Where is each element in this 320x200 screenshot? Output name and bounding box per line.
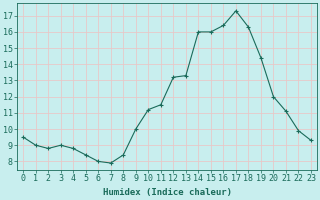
X-axis label: Humidex (Indice chaleur): Humidex (Indice chaleur)	[103, 188, 232, 197]
